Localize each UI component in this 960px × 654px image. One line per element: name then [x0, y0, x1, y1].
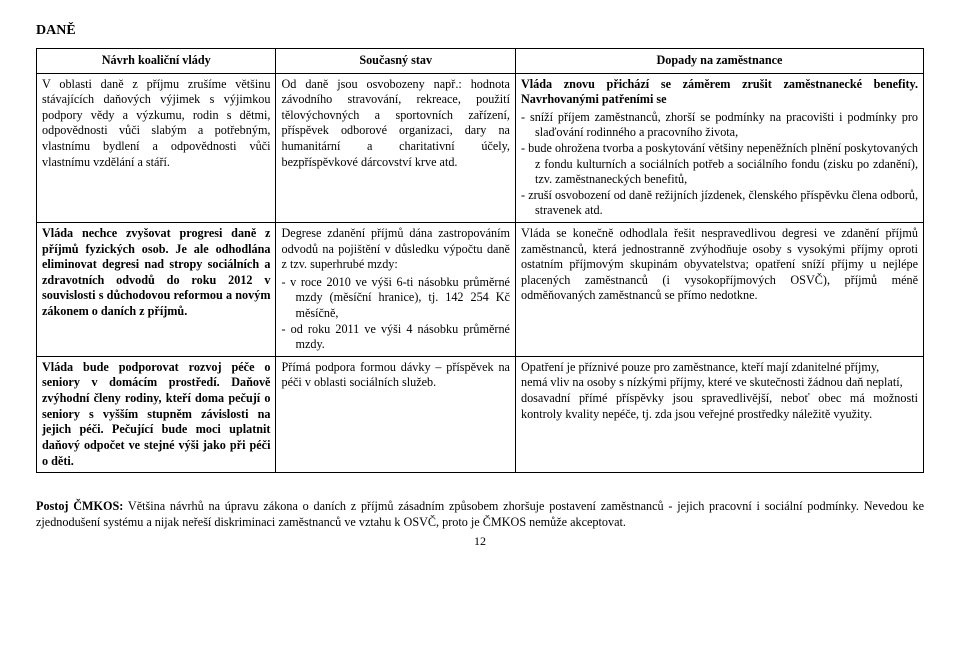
- footer-text: Většina návrhů na úpravu zákona o daních…: [36, 499, 924, 529]
- header-current: Současný stav: [276, 48, 515, 73]
- table-header-row: Návrh koaliční vlády Současný stav Dopad…: [37, 48, 924, 73]
- policy-table: Návrh koaliční vlády Současný stav Dopad…: [36, 48, 924, 473]
- cell-impact-3: Opatření je příznivé pouze pro zaměstnan…: [515, 356, 923, 472]
- cell-impact-1: Vláda znovu přichází se záměrem zrušit z…: [515, 73, 923, 222]
- table-row: V oblasti daně z příjmu zrušíme většinu …: [37, 73, 924, 222]
- list-item: zruší osvobození od daně režijních jízde…: [521, 188, 918, 219]
- cell-proposal-3: Vláda bude podporovat rozvoj péče o seni…: [37, 356, 276, 472]
- current-list-2: v roce 2010 ve výši 6-ti násobku průměrn…: [281, 275, 509, 353]
- table-row: Vláda bude podporovat rozvoj péče o seni…: [37, 356, 924, 472]
- cell-proposal-1: V oblasti daně z příjmu zrušíme většinu …: [37, 73, 276, 222]
- cell-current-2: Degrese zdanění příjmů dána zastropování…: [276, 223, 515, 357]
- header-impact: Dopady na zaměstnance: [515, 48, 923, 73]
- cell-proposal-2: Vláda nechce zvyšovat progresi daně z př…: [37, 223, 276, 357]
- list-item: v roce 2010 ve výši 6-ti násobku průměrn…: [281, 275, 509, 322]
- list-item: sníží příjem zaměstnanců, zhorší se podm…: [521, 110, 918, 141]
- footer-lead: Postoj ČMKOS:: [36, 499, 123, 513]
- impact-list-1: sníží příjem zaměstnanců, zhorší se podm…: [521, 110, 918, 219]
- page-number: 12: [36, 534, 924, 549]
- header-proposal: Návrh koaliční vlády: [37, 48, 276, 73]
- list-item: bude ohrožena tvorba a poskytování větši…: [521, 141, 918, 188]
- document-title: DANĚ: [36, 22, 924, 40]
- table-row: Vláda nechce zvyšovat progresi daně z př…: [37, 223, 924, 357]
- cell-current-1: Od daně jsou osvobozeny např.: hodnota z…: [276, 73, 515, 222]
- cell-current-3: Přímá podpora formou dávky – příspěvek n…: [276, 356, 515, 472]
- footer-paragraph: Postoj ČMKOS: Většina návrhů na úpravu z…: [36, 499, 924, 530]
- list-item: od roku 2011 ve výši 4 násobku průměrné …: [281, 322, 509, 353]
- cell-impact-2: Vláda se konečně odhodlala řešit nesprav…: [515, 223, 923, 357]
